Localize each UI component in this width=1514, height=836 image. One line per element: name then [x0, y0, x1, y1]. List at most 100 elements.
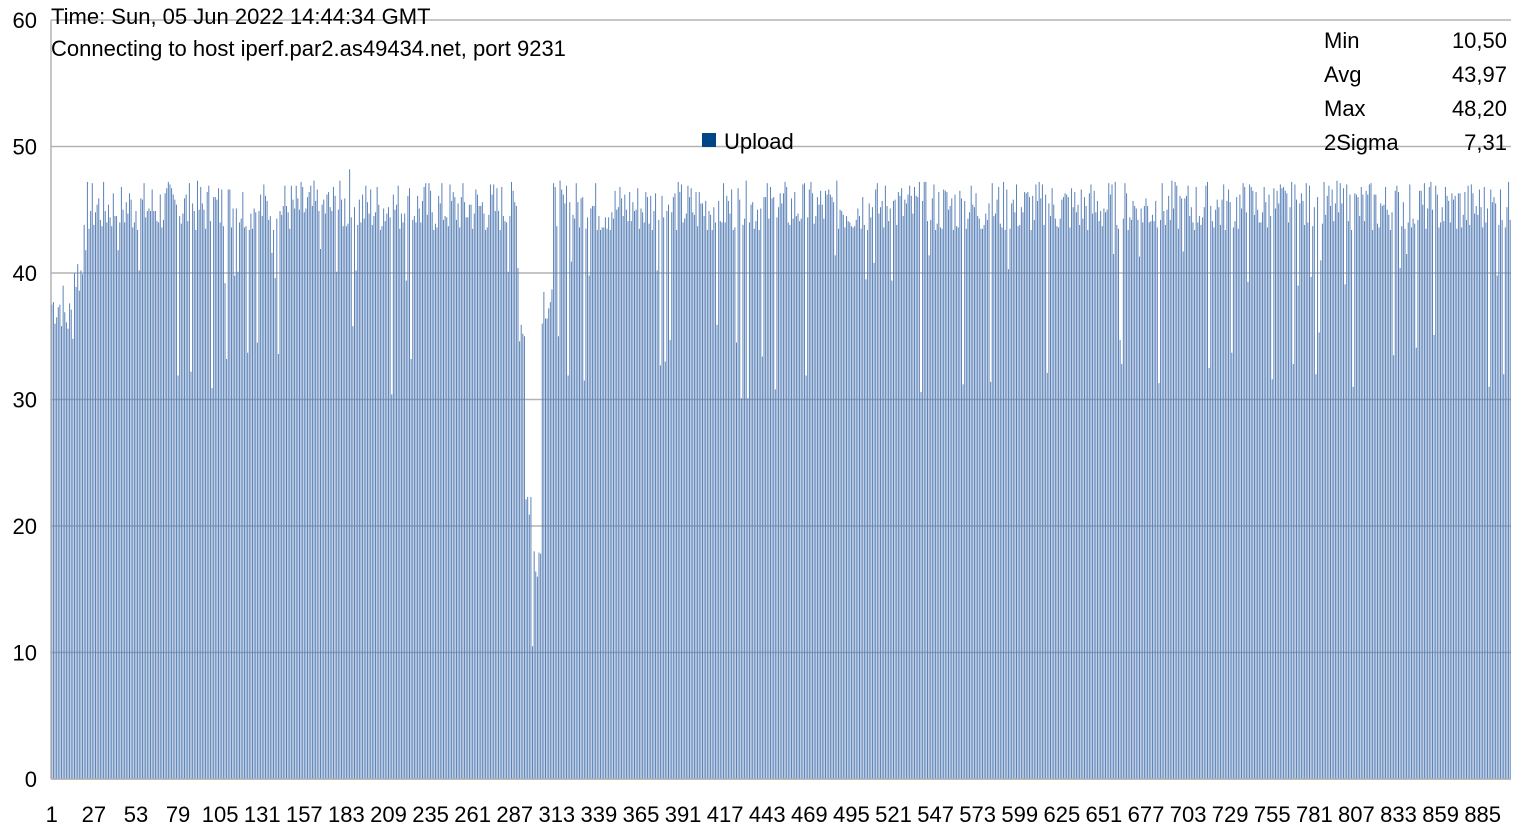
bar	[978, 218, 980, 780]
bar	[481, 202, 483, 779]
bar	[1401, 226, 1403, 779]
bar	[1037, 200, 1039, 779]
bar	[606, 228, 608, 780]
bar	[624, 194, 626, 779]
bar	[1276, 190, 1278, 779]
bar	[1105, 212, 1107, 779]
bar	[846, 216, 848, 779]
bar	[1203, 207, 1205, 780]
bar	[368, 213, 370, 780]
bar	[425, 183, 427, 779]
bar	[883, 227, 885, 779]
bar	[501, 186, 503, 780]
bar	[1033, 219, 1035, 779]
bar	[415, 222, 417, 779]
bar	[158, 222, 160, 779]
bar	[917, 197, 919, 780]
x-tick-label: 495	[833, 802, 870, 827]
bar	[718, 200, 720, 779]
x-tick-label: 183	[328, 802, 365, 827]
bar	[1317, 197, 1319, 780]
bar	[358, 199, 360, 779]
bar	[1014, 212, 1016, 779]
bar	[112, 193, 114, 779]
bar	[533, 551, 535, 779]
bar	[156, 221, 158, 779]
bar	[1495, 203, 1497, 779]
bar	[1469, 224, 1471, 779]
bar	[95, 212, 97, 779]
bar	[405, 280, 407, 779]
bar	[1381, 205, 1383, 779]
x-tick-label: 443	[749, 802, 786, 827]
bar	[93, 224, 95, 779]
bar	[1072, 207, 1074, 780]
bar	[548, 308, 550, 779]
bar	[1151, 214, 1153, 779]
bar	[703, 216, 705, 779]
bar	[1334, 203, 1336, 779]
bar	[894, 199, 896, 779]
bar	[637, 188, 639, 780]
bar	[1480, 207, 1482, 780]
bar	[1109, 194, 1111, 779]
bar	[1069, 227, 1071, 779]
bar	[392, 194, 394, 779]
bar	[582, 197, 584, 780]
x-tick-label: 53	[124, 802, 148, 827]
bar	[211, 388, 213, 779]
bar	[608, 217, 610, 780]
bar	[603, 227, 605, 779]
bar	[1228, 189, 1230, 779]
bar	[658, 219, 660, 779]
bar	[1007, 269, 1009, 779]
bar	[1412, 218, 1414, 780]
bar	[515, 205, 517, 779]
bar	[1336, 180, 1338, 779]
bar	[1415, 347, 1417, 779]
bar	[1331, 189, 1333, 779]
x-tick-label: 157	[286, 802, 323, 827]
bar	[1255, 192, 1257, 780]
bar	[145, 217, 147, 780]
bar	[1465, 219, 1467, 779]
bar	[960, 198, 962, 779]
bar	[697, 226, 699, 779]
bar	[457, 203, 459, 779]
bar	[812, 193, 814, 779]
x-tick-label: 755	[1254, 802, 1291, 827]
bar	[1122, 218, 1124, 780]
bar	[470, 204, 472, 779]
bar	[57, 307, 59, 779]
bar	[82, 274, 84, 779]
bar	[880, 207, 882, 780]
bar	[805, 375, 807, 779]
bar	[1066, 194, 1068, 779]
stat-value: 10,50	[1452, 28, 1507, 53]
bar	[994, 213, 996, 780]
bar	[789, 224, 791, 779]
bar	[1064, 193, 1066, 779]
bar	[1027, 192, 1029, 780]
bar	[308, 192, 310, 780]
bar	[912, 213, 914, 780]
bar	[274, 278, 276, 779]
bar	[1103, 208, 1105, 780]
bar	[855, 219, 857, 779]
bar	[1223, 184, 1225, 779]
bar	[439, 203, 441, 779]
bar	[1087, 229, 1089, 780]
bar	[871, 207, 873, 780]
bar	[138, 270, 140, 779]
bar	[1009, 228, 1011, 780]
stat-label: Min	[1324, 28, 1359, 53]
bar	[345, 226, 347, 779]
bar	[740, 398, 742, 779]
bar	[750, 204, 752, 779]
bar	[245, 226, 247, 779]
bar	[135, 211, 137, 779]
bar	[896, 224, 898, 779]
bar	[695, 192, 697, 780]
bar	[1114, 181, 1116, 780]
bar	[1237, 228, 1239, 780]
